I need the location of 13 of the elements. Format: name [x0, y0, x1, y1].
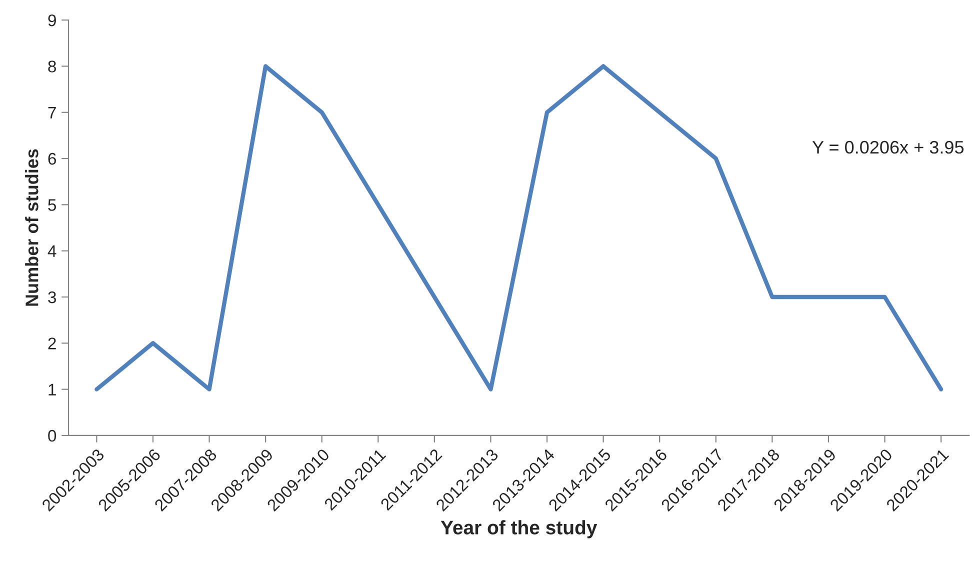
annotation: Y = 0.0206x + 3.95 [812, 140, 964, 154]
y-tick-label: 0 [48, 430, 56, 442]
y-axis-title: Number of studies [25, 149, 38, 306]
y-tick-label: 5 [48, 199, 56, 211]
y-tick-label: 9 [48, 14, 56, 26]
x-axis-title: Year of the study [440, 520, 598, 538]
y-tick-label: 8 [48, 60, 56, 72]
y-tick-label: 6 [48, 152, 56, 165]
y-tick-label: 4 [48, 245, 56, 257]
y-tick-label: 2 [48, 338, 56, 350]
y-tick-label: 3 [48, 291, 56, 304]
y-tick-label: 7 [48, 106, 56, 118]
y-tick-label: 1 [48, 384, 56, 396]
